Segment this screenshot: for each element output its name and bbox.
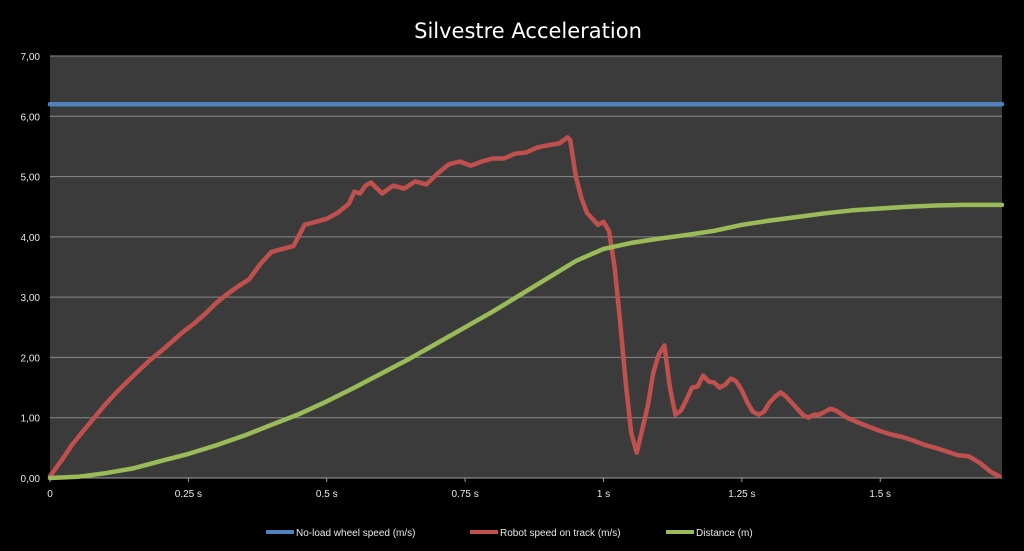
- gridlines: [49, 55, 1002, 482]
- x-tick-label: 0: [47, 489, 53, 500]
- y-tick-label: 1,00: [21, 414, 41, 425]
- x-tick-label: 0.5 s: [316, 489, 338, 500]
- legend-label-2: Robot speed on track (m/s): [500, 528, 621, 539]
- chart-title: Silvestre Acceleration: [414, 19, 642, 43]
- y-axis-labels: 0,00 1,00 2,00 3,00 4,00 5,00 6,00 7,00: [21, 52, 41, 485]
- y-tick-label: 3,00: [21, 293, 41, 304]
- y-tick-label: 2,00: [21, 353, 41, 364]
- plot-area: [50, 56, 1002, 478]
- series-group: [47, 101, 1005, 481]
- y-tick-label: 7,00: [21, 52, 41, 63]
- legend: No-load wheel speed (m/s) Robot speed on …: [266, 528, 753, 539]
- x-axis-labels: 0 0.25 s 0.5 s 0.75 s 1 s 1.25 s 1.5 s: [47, 489, 891, 500]
- x-tick-label: 1 s: [597, 489, 610, 500]
- x-tick-label: 1.5 s: [869, 489, 891, 500]
- series-line-2: [47, 135, 1002, 479]
- legend-label-3: Distance (m): [696, 528, 753, 539]
- legend-label-1: No-load wheel speed (m/s): [296, 528, 416, 539]
- y-tick-label: 0,00: [21, 474, 41, 485]
- x-tick-label: 0.75 s: [451, 489, 478, 500]
- y-tick-label: 6,00: [21, 112, 41, 123]
- y-tick-label: 4,00: [21, 233, 41, 244]
- series-line-3: [47, 202, 1005, 481]
- x-tick-label: 0.25 s: [175, 489, 202, 500]
- x-tick-label: 1.25 s: [728, 489, 755, 500]
- y-tick-label: 5,00: [21, 173, 41, 184]
